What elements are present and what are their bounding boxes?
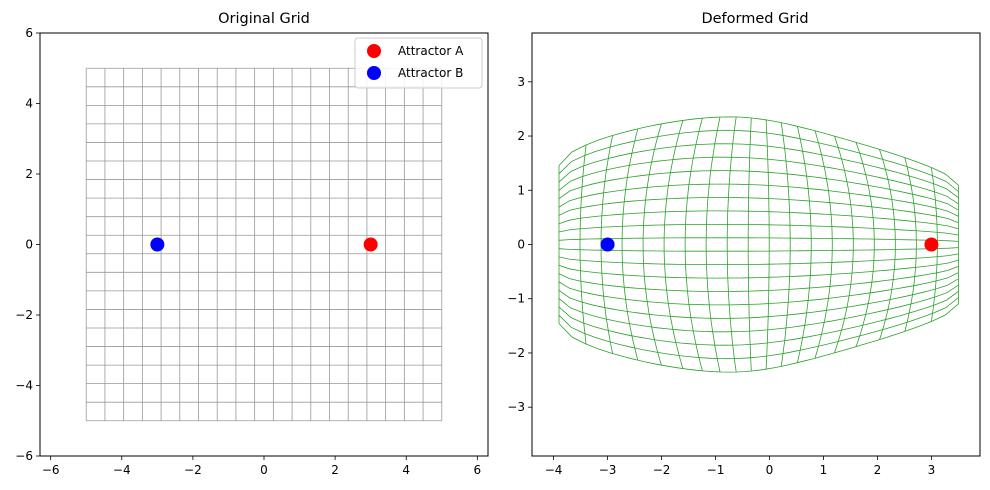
deformed-grid-line-vertical xyxy=(726,116,737,373)
deformed-grid-line-horizontal xyxy=(558,284,959,333)
legend-marker-attractor-a xyxy=(367,44,381,58)
x-tick-label: 3 xyxy=(928,463,936,477)
deformed-grid-line-vertical xyxy=(642,123,662,366)
deformed-grid-line-horizontal xyxy=(558,183,959,217)
x-tick-label: −2 xyxy=(653,463,671,477)
x-tick-label: 6 xyxy=(474,463,482,477)
deformed-grid-line-vertical xyxy=(814,130,833,359)
deformed-grid-line-vertical xyxy=(684,118,703,371)
attractor-point-1 xyxy=(600,237,615,252)
deformed-grid-line-vertical xyxy=(780,122,791,367)
deformed-grid-lines xyxy=(558,116,959,373)
y-tick-label: 0 xyxy=(517,238,525,252)
y-tick-label: −3 xyxy=(507,400,525,414)
y-tick-label: 4 xyxy=(25,97,33,111)
original-grid-lines xyxy=(85,67,443,422)
deformed-grid-line-horizontal xyxy=(558,156,959,205)
legend: Attractor A Attractor B xyxy=(354,37,483,89)
legend-label-attractor-b: Attractor B xyxy=(398,66,463,80)
x-tick-label: 1 xyxy=(820,463,828,477)
x-tick-label: 2 xyxy=(331,463,339,477)
y-tick-label: 1 xyxy=(517,183,525,197)
legend-box xyxy=(354,37,483,89)
deformed-grid-line-horizontal xyxy=(558,247,959,252)
y-tick-label: 2 xyxy=(517,129,525,143)
original-plot-frame xyxy=(39,32,489,457)
deformed-grid-line-horizontal xyxy=(558,265,959,292)
y-tick-label: 6 xyxy=(25,26,33,40)
deformed-grid-line-horizontal xyxy=(558,237,959,242)
deformed-grid-line-horizontal xyxy=(558,290,959,346)
y-tick-label: −2 xyxy=(15,308,33,322)
deformed-grid-line-vertical xyxy=(705,116,721,373)
deformed-grid-line-horizontal xyxy=(558,259,959,279)
x-tick-label: −1 xyxy=(707,463,725,477)
y-tick-label: −6 xyxy=(15,449,33,463)
deformed-grid-line-horizontal xyxy=(558,129,959,192)
attractor-point-1 xyxy=(150,237,165,252)
deformed-axes: −4 −3 −2 −1 0 1 2 3 −3 −2 −1 0 1 2 3 xyxy=(507,75,935,477)
deformed-grid-line-vertical xyxy=(663,120,684,369)
deformed-grid-line-horizontal xyxy=(558,116,959,186)
x-tick-label: 0 xyxy=(766,463,774,477)
chart-title-deformed: Deformed Grid xyxy=(701,11,808,27)
deformed-grid-line-horizontal xyxy=(558,272,959,306)
deformed-grid-line-horizontal xyxy=(558,143,959,199)
deformed-grid-line-horizontal xyxy=(558,170,959,211)
deformed-grid-line-vertical xyxy=(765,119,770,370)
y-tick-label: −2 xyxy=(507,346,525,360)
x-tick-label: −4 xyxy=(113,463,131,477)
deformed-grid-line-vertical xyxy=(834,135,854,354)
x-tick-label: 4 xyxy=(402,463,410,477)
y-tick-label: 0 xyxy=(25,238,33,252)
chart-title-original: Original Grid xyxy=(218,11,310,27)
deformed-grid-line-vertical xyxy=(579,144,587,345)
x-tick-label: −2 xyxy=(184,463,202,477)
x-tick-label: 0 xyxy=(260,463,268,477)
deformed-grid-line-vertical xyxy=(747,117,752,372)
deformed-attractors xyxy=(600,237,939,252)
legend-marker-attractor-b xyxy=(367,66,381,80)
x-tick-label: 2 xyxy=(874,463,882,477)
deformed-grid-line-horizontal xyxy=(558,197,959,224)
panel-original-grid: Original Grid −6 −4 −2 0 2 4 6 −6 −4 −2 0 2 4 6 Attra… xyxy=(15,11,489,477)
deformed-plot-frame xyxy=(531,32,981,457)
original-axes: −6 −4 −2 0 2 4 6 −6 −4 −2 0 2 4 6 xyxy=(15,26,481,477)
deformed-grid-line-horizontal xyxy=(558,210,959,230)
original-attractors xyxy=(150,237,378,252)
deformed-grid-line-vertical xyxy=(879,149,896,340)
deformed-grid-line-horizontal xyxy=(558,297,959,360)
y-tick-label: −4 xyxy=(15,379,33,393)
deformed-grid-line-horizontal xyxy=(558,278,959,319)
deformed-grid-line-horizontal xyxy=(558,253,959,265)
deformed-grid-line-horizontal xyxy=(558,303,959,373)
panel-deformed-grid: Deformed Grid −4 −3 −2 −1 0 1 2 3 −3 −2 −1 0 1 2 3 xyxy=(507,11,981,477)
y-tick-label: 3 xyxy=(517,75,525,89)
deformed-grid-line-vertical xyxy=(797,126,812,363)
attractor-point-0 xyxy=(363,237,378,252)
deformed-grid-line-vertical xyxy=(904,157,917,332)
x-tick-label: −6 xyxy=(42,463,60,477)
y-tick-label: −1 xyxy=(507,292,525,306)
y-tick-label: 2 xyxy=(25,167,33,181)
x-tick-label: −4 xyxy=(545,463,563,477)
deformed-grid-line-horizontal xyxy=(558,224,959,236)
deformed-grid-line-vertical xyxy=(855,142,875,347)
x-tick-label: −3 xyxy=(599,463,617,477)
legend-label-attractor-a: Attractor A xyxy=(398,44,464,58)
deformed-grid-line-vertical xyxy=(621,128,639,361)
attractor-point-0 xyxy=(924,237,939,252)
